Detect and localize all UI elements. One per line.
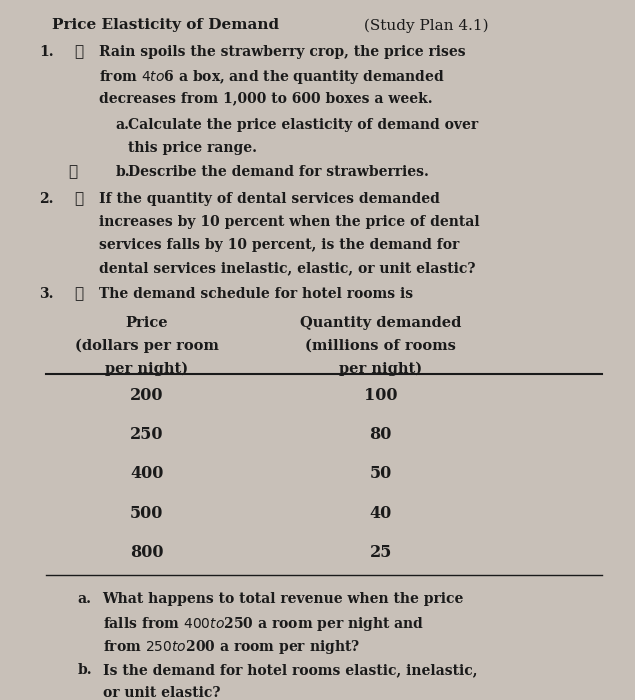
Text: increases by 10 percent when the price of dental: increases by 10 percent when the price o…	[100, 215, 480, 229]
Text: services falls by 10 percent, is the demand for: services falls by 10 percent, is the dem…	[100, 238, 460, 252]
Text: ✓: ✓	[74, 192, 83, 206]
Text: 200: 200	[130, 387, 164, 404]
Text: dental services inelastic, elastic, or unit elastic?: dental services inelastic, elastic, or u…	[100, 261, 476, 275]
Text: 100: 100	[364, 387, 398, 404]
Text: ✓: ✓	[74, 46, 83, 60]
Text: (millions of rooms: (millions of rooms	[305, 339, 456, 353]
Text: per night): per night)	[339, 362, 422, 376]
Text: 50: 50	[370, 466, 392, 482]
Text: ✓: ✓	[68, 165, 77, 179]
Text: (Study Plan 4.1): (Study Plan 4.1)	[359, 18, 488, 33]
Text: Rain spoils the strawberry crop, the price rises: Rain spoils the strawberry crop, the pri…	[100, 46, 466, 60]
Text: Quantity demanded: Quantity demanded	[300, 316, 462, 330]
Text: per night): per night)	[105, 362, 189, 376]
Text: Is the demand for hotel rooms elastic, inelastic,: Is the demand for hotel rooms elastic, i…	[102, 664, 477, 678]
Text: from $250 to $200 a room per night?: from $250 to $200 a room per night?	[102, 638, 359, 656]
Text: What happens to total revenue when the price: What happens to total revenue when the p…	[102, 592, 464, 606]
Text: The demand schedule for hotel rooms is: The demand schedule for hotel rooms is	[100, 287, 413, 301]
Text: Calculate the price elasticity of demand over: Calculate the price elasticity of demand…	[128, 118, 478, 132]
Text: or unit elastic?: or unit elastic?	[102, 686, 220, 700]
Text: 25: 25	[370, 544, 392, 561]
Text: (dollars per room: (dollars per room	[75, 339, 218, 353]
Text: b.: b.	[77, 664, 92, 678]
Text: 500: 500	[130, 505, 163, 522]
Text: 250: 250	[130, 426, 164, 443]
Text: this price range.: this price range.	[128, 141, 257, 155]
Text: a.: a.	[77, 592, 91, 606]
Text: b.: b.	[115, 165, 130, 179]
Text: decreases from 1,000 to 600 boxes a week.: decreases from 1,000 to 600 boxes a week…	[100, 91, 433, 105]
Text: a.: a.	[115, 118, 129, 132]
Text: Price: Price	[126, 316, 168, 330]
Text: Price Elasticity of Demand: Price Elasticity of Demand	[52, 18, 279, 32]
Text: 1.: 1.	[39, 46, 54, 60]
Text: 800: 800	[130, 544, 164, 561]
Text: Describe the demand for strawberries.: Describe the demand for strawberries.	[128, 165, 429, 179]
Text: ✓: ✓	[74, 287, 83, 301]
Text: 2.: 2.	[39, 192, 54, 206]
Text: falls from $400 to $250 a room per night and: falls from $400 to $250 a room per night…	[102, 615, 424, 633]
Text: 40: 40	[370, 505, 392, 522]
Text: If the quantity of dental services demanded: If the quantity of dental services deman…	[100, 192, 440, 206]
Text: 400: 400	[130, 466, 163, 482]
Text: 3.: 3.	[39, 287, 54, 301]
Text: from $4 to $6 a box, and the quantity demanded: from $4 to $6 a box, and the quantity de…	[100, 69, 445, 86]
Text: 80: 80	[370, 426, 392, 443]
